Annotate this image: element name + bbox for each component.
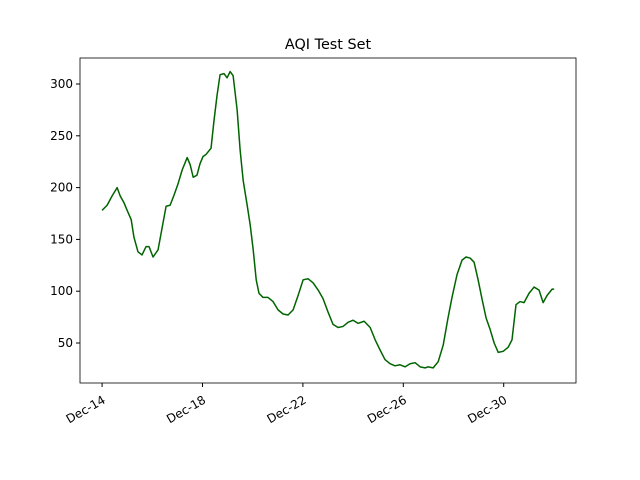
y-tick-label: 50 [58, 336, 73, 350]
y-tick-label: 200 [50, 181, 73, 195]
chart-title: AQI Test Set [285, 37, 372, 53]
line [101, 70, 555, 369]
y-tick-label: 300 [50, 77, 73, 91]
y-tick-label: 100 [50, 284, 73, 298]
y-tick-label: 250 [50, 129, 73, 143]
axes-frame [79, 57, 577, 384]
y-tick-label: 150 [50, 232, 73, 246]
